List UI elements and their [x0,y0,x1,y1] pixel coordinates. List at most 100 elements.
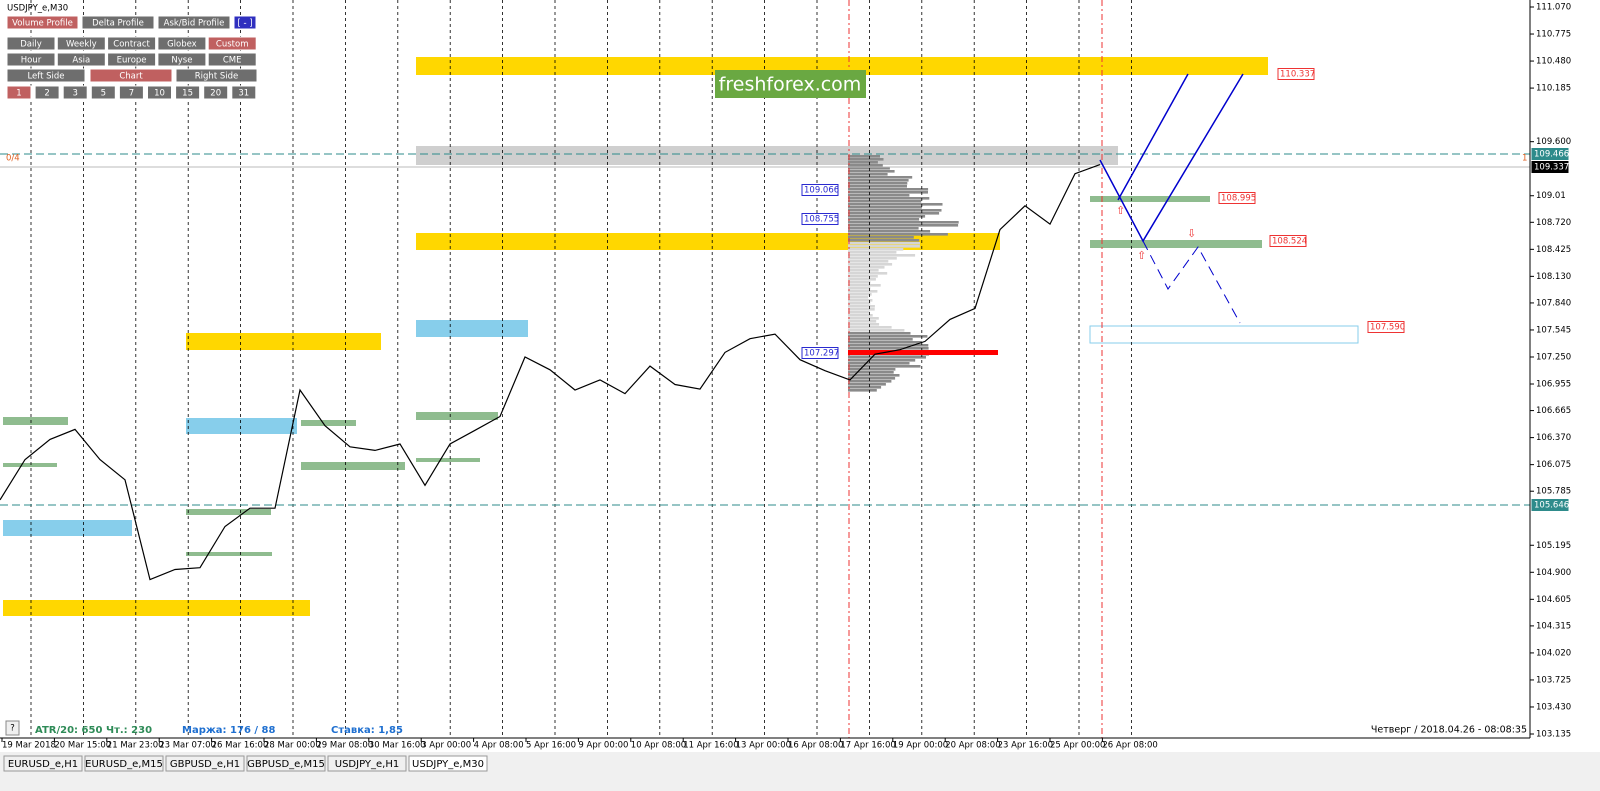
toolbar-button[interactable] [207,52,257,67]
toolbar-button[interactable] [157,15,231,30]
x-tick-label: 16 Apr 08:00 [788,741,843,751]
toolbar-button[interactable] [6,68,86,83]
help-button[interactable] [5,720,20,736]
profile-bar [848,314,873,317]
profile-bar [848,380,892,383]
toolbar-button[interactable] [6,36,56,51]
left-tag: 0/4 [6,154,20,164]
toolbar-button[interactable] [107,36,157,51]
toolbar-button[interactable] [203,85,229,100]
toolbar-button-label[interactable]: Ask/Bid Profile [164,19,225,29]
x-tick-label: 20 Apr 08:00 [945,741,1000,751]
y-tick-label: 104.605 [1536,595,1571,605]
toolbar-button[interactable] [107,52,157,67]
toolbar-button-label[interactable]: Nyse [171,56,192,66]
toolbar-button-label[interactable]: Contract [113,40,150,50]
thu-stat: Чт.: 230 [106,725,152,736]
toolbar-button-label[interactable]: Left Side [27,72,64,82]
toolbar-button-label[interactable]: Delta Profile [92,19,144,29]
toolbar-button-label[interactable]: 20 [210,89,221,99]
toolbar-button[interactable] [231,85,257,100]
profile-bar [848,287,871,290]
toolbar-button[interactable] [6,85,32,100]
toolbar-button[interactable] [157,36,207,51]
help[interactable]: ? [10,724,15,734]
zone-green [1090,240,1262,248]
tab-label[interactable]: EURUSD_e,H1 [8,759,78,770]
toolbar-button[interactable] [147,85,172,100]
toolbar-button[interactable] [6,52,56,67]
toolbar-button-label[interactable]: 10 [154,89,165,99]
toolbar-button-label[interactable]: 15 [182,89,193,99]
zone-blue [3,520,132,536]
toolbar-button-label[interactable]: 7 [129,89,134,99]
price-tag-box [801,347,839,359]
y-tick-label: 107.545 [1536,325,1571,335]
tab-label[interactable]: GBPUSD_e,M15 [247,759,325,770]
profile-bar [848,335,928,338]
tab-label[interactable]: EURUSD_e,M15 [85,759,163,770]
toolbar-button-label[interactable]: Volume Profile [12,19,73,29]
toolbar-button[interactable] [89,68,173,83]
toolbar-button[interactable] [175,85,201,100]
forecast [1099,73,1244,324]
profile-bar [848,362,910,365]
toolbar-button[interactable] [6,15,79,30]
toolbar-button-label[interactable]: Hour [21,56,42,66]
toolbar-button-label[interactable]: 5 [101,89,106,99]
toolbar-button[interactable] [56,36,106,51]
toolbar-button-label[interactable]: [ - ] [237,19,252,29]
profile-bar [848,344,929,347]
tab[interactable] [246,755,326,772]
tab[interactable] [165,755,245,772]
zones [3,57,1359,616]
toolbar-button-label[interactable]: Weekly [66,40,97,50]
tab-label[interactable]: USDJPY_e,H1 [335,759,399,770]
profile-bar [848,182,908,185]
toolbar-button-label[interactable]: 2 [44,89,49,99]
zone-green [3,417,68,425]
toolbar-button-label[interactable]: Asia [72,56,90,66]
tab-label[interactable]: GBPUSD_e,H1 [170,759,240,770]
y-tick-label: 108.425 [1536,245,1571,255]
profile-bar [848,203,943,206]
toolbar-button-label[interactable]: Right Side [195,72,238,82]
tab[interactable] [3,755,83,772]
toolbar-button[interactable] [90,85,116,100]
toolbar-button[interactable] [175,68,258,83]
x-tick-label: 23 Mar 07:00 [159,741,216,751]
toolbar-button-label[interactable]: Chart [119,72,143,82]
arrow-down: ⇩ [1187,227,1196,240]
tab[interactable] [408,755,488,772]
x-tick-label: 23 Apr 16:00 [998,741,1053,751]
price-tag-box [1277,68,1315,80]
profile-bar [848,233,948,236]
toolbar-button[interactable] [233,15,257,30]
x-tick-label: 11 Apr 16:00 [683,741,738,751]
toolbar-button[interactable] [207,36,257,51]
toolbar-button[interactable] [81,15,155,30]
price-tag: 109.066 [804,186,839,196]
price-tag: 108.755 [804,215,839,225]
toolbar-button-label[interactable]: Globex [167,40,197,50]
tab-label[interactable]: USDJPY_e,M30 [412,759,484,770]
toolbar-button[interactable] [56,52,106,67]
toolbar-button-label[interactable]: Europe [117,56,147,66]
toolbar-button-label[interactable]: Custom [216,40,249,50]
y-tick-label: 110.775 [1536,30,1571,40]
toolbar-button[interactable] [157,52,207,67]
toolbar-button-label[interactable]: 1 [16,89,21,99]
toolbar-button-label[interactable]: 3 [72,89,77,99]
toolbar-button[interactable] [34,85,60,100]
tab[interactable] [84,755,164,772]
toolbar-button[interactable] [62,85,88,100]
toolbar-button-label[interactable]: 31 [238,89,249,99]
zone-outline [1089,325,1359,344]
tabs: EURUSD_e,H1 EURUSD_e,M15 GBPUSD_e,H1 GBPUSD… [3,755,488,772]
toolbar-button-label[interactable]: CME [223,56,242,66]
y-tick-label: 107.250 [1536,352,1571,362]
toolbar-button-label[interactable]: Daily [20,40,42,50]
toolbar-button[interactable] [118,85,144,100]
profile-bar [848,215,926,218]
tab[interactable] [327,755,407,772]
